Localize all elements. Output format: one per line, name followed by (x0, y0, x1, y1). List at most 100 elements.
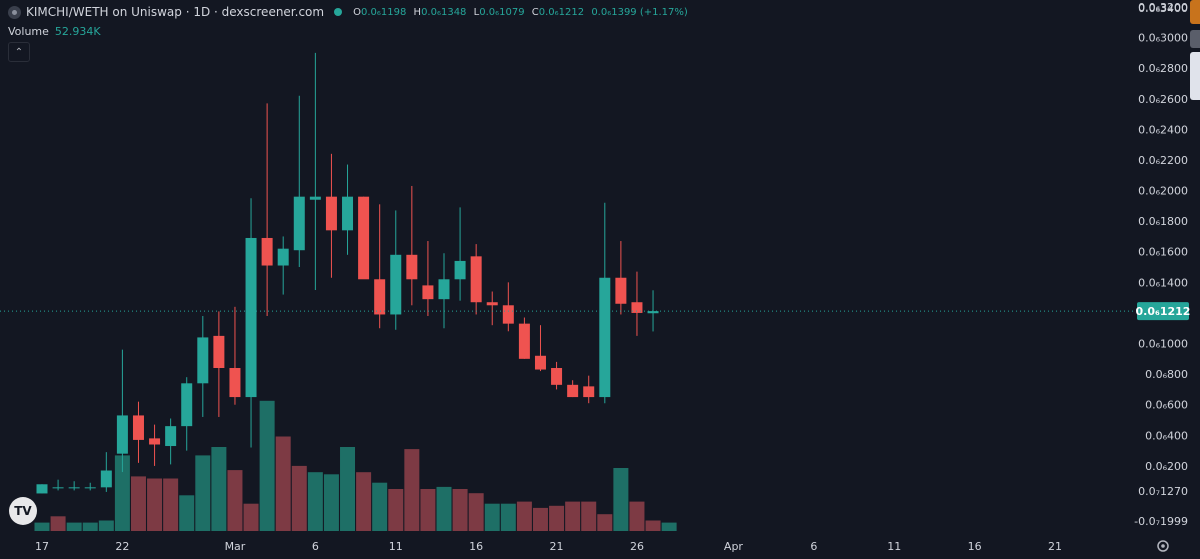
tradingview-logo-text: TV (14, 504, 32, 518)
volume-bar (243, 503, 259, 531)
candle-body (406, 254, 418, 280)
candle-body (149, 438, 161, 445)
candle-body (309, 196, 321, 200)
volume-bar (613, 468, 629, 531)
candle-body (84, 487, 96, 489)
price-tick-label: 0.0₆3200 (1138, 1, 1188, 14)
candle-body (52, 487, 64, 489)
candle-body (325, 196, 337, 231)
price-tick-label: 0.0₆1600 (1138, 246, 1188, 259)
tradingview-logo[interactable]: TV (9, 497, 37, 525)
candle-body (229, 368, 241, 398)
volume-bar (195, 455, 211, 531)
price-tick-label: 0.0₆1800 (1138, 215, 1188, 228)
candle-body (374, 279, 386, 315)
time-tick-label: 22 (115, 540, 129, 553)
volume-bar (645, 520, 661, 531)
time-tick-label: 6 (312, 540, 319, 553)
volume-bar (468, 493, 484, 531)
price-tick-label: 0.0₆3000 (1138, 32, 1188, 45)
price-tick-label: 0.0₆2000 (1138, 185, 1188, 198)
volume-bar (565, 501, 581, 531)
volume-bar (452, 489, 468, 531)
volume-bar (340, 447, 356, 531)
time-tick-label: 21 (1048, 540, 1062, 553)
volume-bar (420, 489, 436, 531)
side-toolbar-handle[interactable] (1190, 30, 1200, 48)
price-candles (36, 52, 659, 494)
candle-body (599, 277, 611, 398)
volume-bar (629, 501, 645, 531)
time-tick-label: 16 (968, 540, 982, 553)
candle-body (36, 484, 48, 494)
time-tick-label: 11 (887, 540, 901, 553)
price-axis: 0.0₆3200 0.0₆3000 0.0₆2800 0.0₆2600 0.0₆2400… (1134, 1, 1190, 528)
collapse-legend-button[interactable]: ⌃ (8, 42, 30, 62)
ohlc-open: 0.0₆1198 (360, 6, 407, 18)
volume-bar (98, 520, 114, 531)
last-price-badge (1137, 302, 1189, 321)
candle-body (470, 256, 482, 303)
volume-bar (179, 495, 195, 531)
volume-bar (147, 478, 163, 531)
price-tick-label: 0.0₆2400 (1138, 123, 1188, 136)
candle-body (551, 368, 563, 385)
time-tick-label: 26 (630, 540, 644, 553)
price-tick-label: 0.0₆1400 (1138, 276, 1188, 289)
last-price-badge-text: 0.0₆1212 (1136, 305, 1191, 318)
ohlc-high-key: H (413, 6, 422, 18)
time-tick-label: 16 (469, 540, 483, 553)
candle-body (68, 487, 80, 489)
price-tick-label: 0.0₆2600 (1138, 93, 1188, 106)
volume-bar (323, 474, 339, 531)
volume-value: 52.934K (54, 25, 101, 38)
volume-bar (66, 522, 82, 531)
ohlc-high: 0.0₆1348 (421, 6, 467, 18)
volume-bar (404, 449, 420, 531)
time-tick-label: Apr (724, 540, 744, 553)
volume-bar (259, 400, 275, 531)
price-tick-label: 0.0₆200 (1145, 460, 1188, 473)
volume-bar (661, 522, 677, 531)
price-tick-label: 0.0₆600 (1145, 399, 1188, 412)
volume-bar (307, 472, 323, 531)
ohlc-close: 0.0₆1212 (538, 6, 585, 18)
candle-body (277, 248, 289, 266)
candle-body (213, 335, 225, 369)
side-alert-marker (1190, 0, 1200, 24)
candle-body (197, 337, 209, 384)
candle-body (358, 196, 370, 280)
side-scrollbar[interactable] (1190, 52, 1200, 100)
candle-body (583, 386, 595, 398)
token-icon (8, 5, 21, 19)
volume-bar (549, 505, 565, 531)
candle-body (390, 254, 402, 315)
volume-bar (484, 503, 500, 531)
candle-body (422, 285, 434, 300)
ohlc-readout: O0.0₆1198 H0.0₆1348 L0.0₆1079 C0.0₆1212 … (353, 7, 692, 18)
volume-bar (597, 514, 613, 531)
time-tick-label: 17 (35, 540, 49, 553)
candle-body (615, 277, 627, 304)
volume-bar (372, 482, 388, 531)
volume-bar (532, 507, 548, 531)
candle-body (245, 237, 257, 398)
volume-bar (581, 501, 597, 531)
gear-icon-hub (1161, 544, 1165, 548)
candle-body (534, 355, 546, 370)
price-tick-label: 0.0₆2800 (1138, 62, 1188, 75)
volume-bar (82, 522, 98, 531)
volume-bar (275, 436, 291, 531)
time-tick-label: Mar (225, 540, 246, 553)
price-tick-label: 0.0₆1000 (1138, 338, 1188, 351)
price-tick-label: 0.0₇1270 (1138, 485, 1188, 498)
candle-body (486, 302, 498, 306)
time-tick-label: 6 (810, 540, 817, 553)
ohlc-open-key: O (353, 6, 361, 18)
volume-bar (500, 503, 516, 531)
volume-label: Volume (8, 25, 49, 38)
chart-header: KIMCHI/WETH on Uniswap · 1D · dexscreene… (8, 3, 692, 21)
volume-bar (114, 455, 130, 531)
